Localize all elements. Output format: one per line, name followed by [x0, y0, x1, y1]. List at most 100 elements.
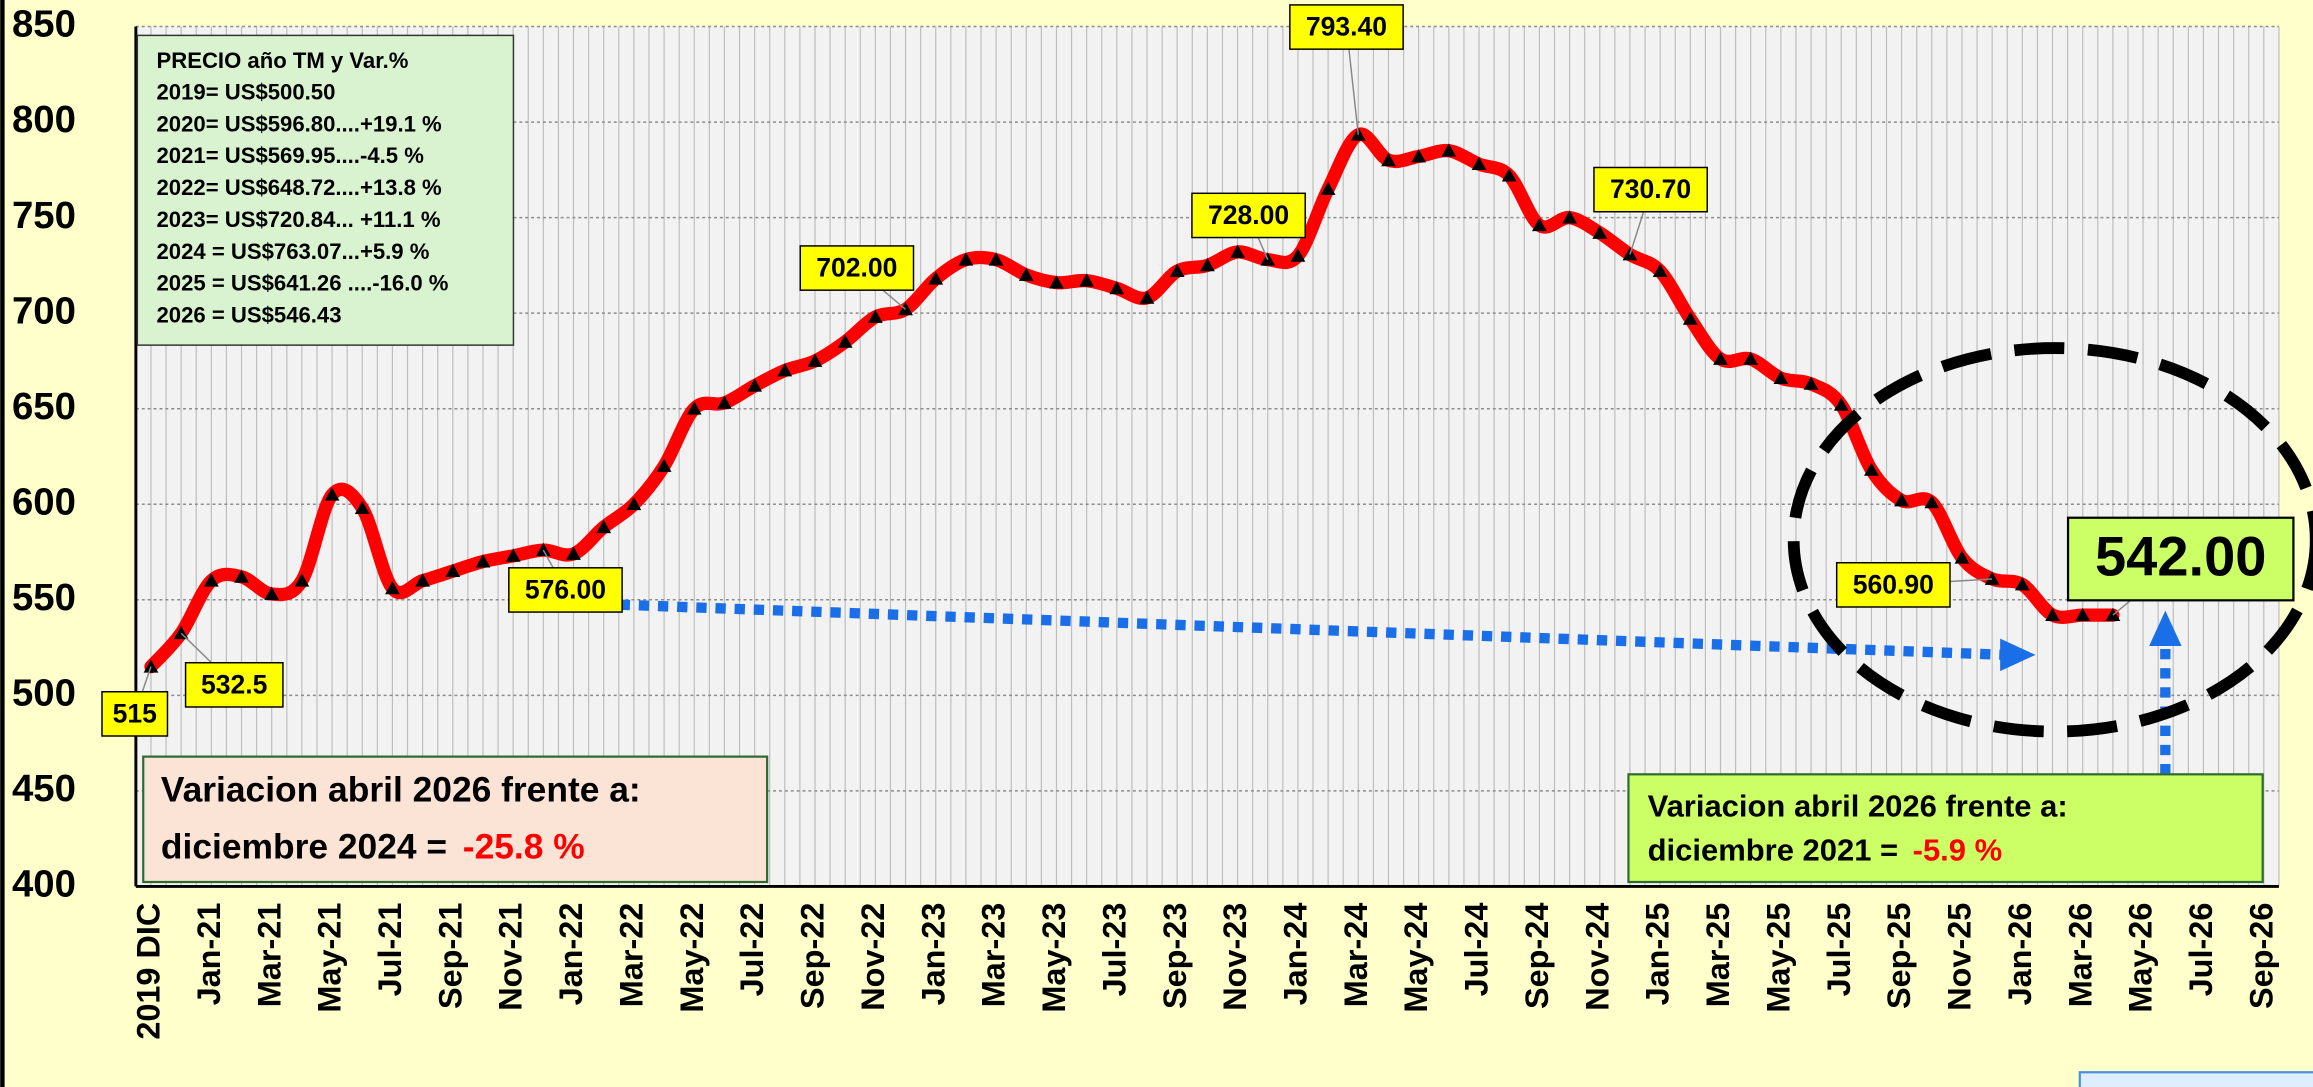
marker — [234, 569, 249, 583]
marker — [1471, 156, 1487, 171]
marker — [1290, 248, 1306, 262]
x-tick-label: Sep-22 — [795, 903, 831, 1009]
x-tick-label: Mar-21 — [251, 903, 287, 1008]
marker — [928, 271, 944, 285]
marker — [505, 548, 521, 562]
label-box — [1593, 166, 1708, 213]
y-tick-label: 750 — [12, 194, 76, 237]
info-box — [136, 34, 515, 346]
marker — [1109, 280, 1125, 295]
variation-text: Variacion abril 2026 frente a: — [1648, 788, 2068, 823]
x-tick-label: Jul-23 — [1096, 903, 1132, 997]
marker — [596, 519, 612, 534]
x-tick-label: Jan-23 — [915, 903, 951, 1006]
series — [143, 127, 2121, 674]
x-tick-label: Mar-25 — [1700, 903, 1736, 1008]
x-tick-label: Sep-26 — [2243, 903, 2279, 1009]
label-box — [2066, 516, 2295, 602]
marker — [1713, 351, 1728, 365]
marker — [1169, 263, 1185, 278]
marker — [1833, 397, 1849, 411]
marker — [837, 334, 853, 348]
x-tick-label: Mar-22 — [613, 903, 649, 1008]
data-labels: 515 532.5 576.00 702.00 728.00 793.40 730.70 56… — [101, 4, 2295, 737]
x-tick-label: Nov-23 — [1217, 903, 1253, 1011]
variation-value: -5.9 % — [1913, 833, 2003, 868]
info-line: 2024 = US$763.07...+5.9 % — [157, 239, 430, 264]
y-tick-label: 400 — [12, 863, 76, 906]
marker — [1381, 152, 1396, 167]
marker — [294, 573, 310, 587]
x-tick-label: May-21 — [312, 903, 348, 1013]
marker — [1501, 168, 1517, 182]
marker — [1592, 225, 1608, 239]
x-tick-label: Nov-22 — [855, 903, 891, 1011]
label-box — [1289, 4, 1404, 50]
y-tick-label: 450 — [12, 767, 76, 810]
x-tick-label: May-26 — [2123, 903, 2159, 1013]
data-label: 576.00 — [525, 574, 606, 604]
label-box — [101, 691, 169, 737]
marker — [747, 378, 763, 392]
marker — [1079, 273, 1095, 287]
data-label: 515 — [113, 698, 158, 728]
x-tick-label: Nov-21 — [493, 903, 529, 1011]
marker — [2075, 607, 2091, 621]
marker — [2045, 607, 2060, 621]
data-label: 560.90 — [1853, 569, 1934, 599]
x-tick-label: Sep-25 — [1881, 903, 1917, 1009]
label-box — [184, 661, 284, 708]
y-tick-label: 650 — [12, 385, 76, 428]
info-title: PRECIO año TM y Var.% — [157, 48, 409, 73]
marker — [324, 487, 340, 501]
data-label: 793.40 — [1306, 12, 1387, 42]
marker — [958, 252, 974, 266]
x-tick-label: Sep-21 — [432, 903, 468, 1009]
marker — [717, 395, 732, 409]
data-label: 728.00 — [1208, 200, 1289, 230]
marker — [385, 580, 400, 595]
x-tick-label: Jan-22 — [553, 903, 589, 1006]
marker — [1139, 290, 1155, 304]
marker — [1018, 267, 1034, 281]
x-tick-label: May-23 — [1036, 903, 1072, 1013]
x-tick-label: Jul-25 — [1821, 903, 1857, 997]
marker — [1049, 275, 1064, 289]
marker — [475, 554, 491, 568]
variation-text: diciembre 2024 = -25.8 % — [161, 828, 585, 867]
marker — [264, 586, 280, 600]
highlight-ellipse — [1787, 342, 2313, 738]
marker — [1894, 493, 1909, 507]
marker — [415, 573, 430, 587]
x-tick-label: Mar-23 — [976, 903, 1012, 1008]
arrowhead — [2149, 610, 2182, 647]
marker — [445, 563, 461, 578]
marker — [1682, 311, 1698, 325]
marker — [354, 500, 370, 514]
marker — [1200, 258, 1215, 272]
marker — [2014, 577, 2030, 591]
arrowhead — [2000, 638, 2036, 672]
x-tick-label: May-22 — [674, 903, 710, 1013]
x-tick-label: Jan-26 — [2002, 903, 2038, 1006]
marker — [1230, 244, 1245, 258]
marker — [1984, 571, 2000, 585]
y-tick-label: 700 — [12, 289, 76, 332]
marker — [1320, 181, 1336, 195]
marker — [143, 659, 159, 673]
x-tick-label: 2019 DIC — [131, 903, 167, 1040]
marker — [203, 573, 219, 587]
data-label: 532.5 — [201, 669, 268, 699]
data-label: 702.00 — [816, 253, 897, 283]
marker — [626, 496, 642, 511]
variation-text: Variacion abril 2026 frente a: — [161, 770, 641, 809]
marker — [1743, 351, 1759, 365]
y-tick-label: 600 — [12, 480, 76, 523]
marker — [988, 252, 1004, 266]
marker — [1652, 263, 1668, 278]
marker — [1441, 143, 1457, 157]
y-tick-label: 550 — [12, 576, 76, 619]
x-tick-label: May-25 — [1760, 903, 1796, 1013]
x-tick-label: Mar-26 — [2062, 903, 2098, 1008]
